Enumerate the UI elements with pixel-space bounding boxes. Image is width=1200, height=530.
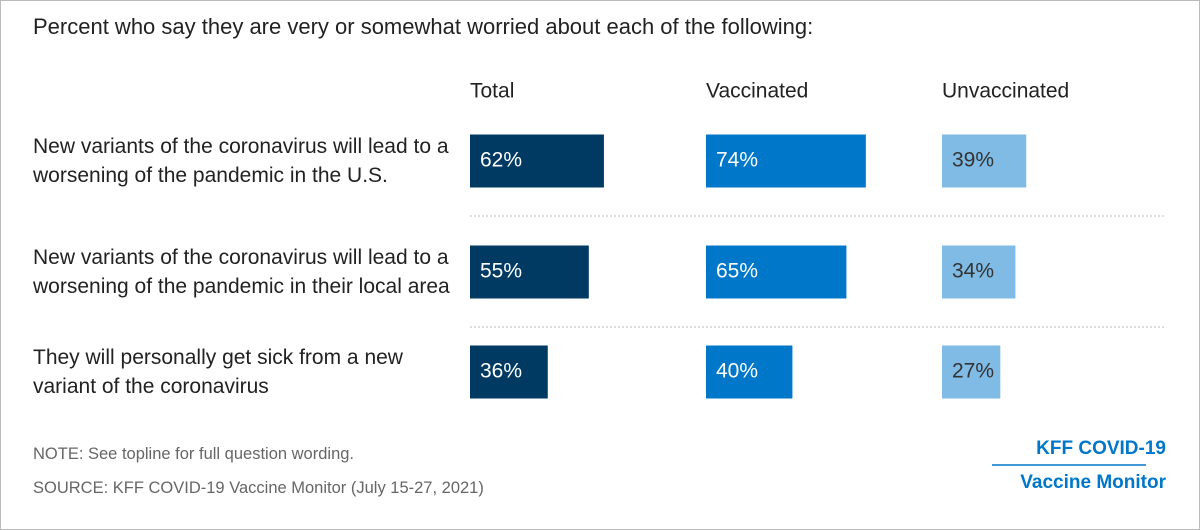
- bar: [706, 345, 793, 399]
- column-header: Vaccinated: [706, 80, 808, 103]
- category-label: They will personally get sick from a new…: [33, 346, 403, 398]
- value-label: 62%: [480, 149, 522, 172]
- value-label: 27%: [952, 360, 994, 383]
- chart-title: Percent who say they are very or somewha…: [33, 14, 813, 39]
- value-label: 39%: [952, 149, 994, 172]
- bar: [470, 245, 589, 299]
- bar: [470, 345, 548, 399]
- value-label: 74%: [716, 149, 758, 172]
- brand-line: Vaccine Monitor: [1020, 472, 1166, 493]
- value-label: 55%: [480, 260, 522, 283]
- source: SOURCE: KFF COVID-19 Vaccine Monitor (Ju…: [33, 479, 484, 497]
- value-label: 40%: [716, 360, 758, 383]
- brand-line: KFF COVID-19: [1036, 438, 1166, 459]
- bar: [942, 345, 1001, 399]
- note: NOTE: See topline for full question word…: [33, 445, 355, 463]
- bar: [942, 134, 1027, 188]
- value-label: 65%: [716, 260, 758, 283]
- bar: [706, 134, 866, 188]
- bar: [706, 245, 847, 299]
- bar: [470, 134, 604, 188]
- bar: [942, 245, 1016, 299]
- value-label: 34%: [952, 260, 994, 283]
- value-label: 36%: [480, 360, 522, 383]
- category-label: New variants of the coronavirus will lea…: [33, 135, 449, 187]
- column-header: Total: [470, 80, 514, 103]
- column-header: Unvaccinated: [942, 80, 1069, 103]
- category-label: New variants of the coronavirus will lea…: [33, 246, 450, 298]
